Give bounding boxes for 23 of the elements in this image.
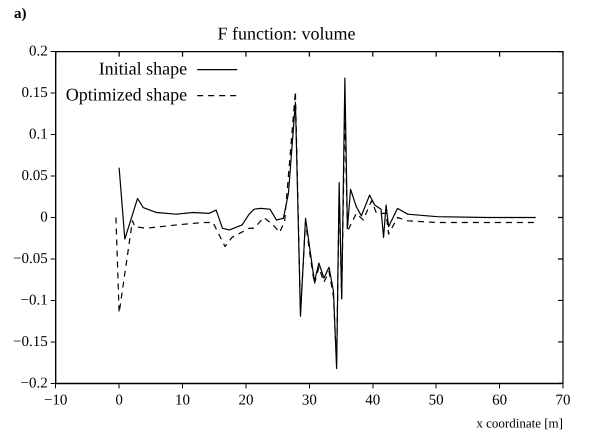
y-tick-label: 0 — [40, 209, 48, 226]
x-tick-label: 40 — [365, 392, 380, 408]
x-tick-label: 0 — [115, 392, 123, 408]
text: a) — [14, 6, 26, 23]
y-tick-label: −0.15 — [12, 334, 48, 350]
y-tick-label: −0.05 — [12, 250, 48, 267]
y-tick-label: 0.05 — [21, 168, 48, 184]
y-tick-label: −0.2 — [20, 375, 48, 392]
y-tick-label: 0.15 — [21, 85, 48, 102]
x-tick-label: 20 — [238, 392, 254, 408]
x-tick-label: 60 — [492, 392, 508, 408]
x-tick-label: 50 — [428, 392, 444, 408]
legend-label: Initial shape — [98, 58, 188, 78]
y-tick-label: 0.2 — [28, 44, 48, 60]
y-tick-label: −0.1 — [20, 292, 48, 308]
x-tick-label: 70 — [556, 392, 570, 408]
x-tick-label: 10 — [175, 392, 190, 408]
x-tick-label: −10 — [44, 392, 68, 408]
x-axis-title: x coordinate [m] — [476, 416, 563, 431]
y-tick-label: 0.1 — [28, 126, 48, 142]
legend-label: Optimized shape — [66, 84, 188, 104]
x-tick-label: 30 — [302, 392, 317, 408]
chart-title: F function: volume — [218, 24, 356, 44]
